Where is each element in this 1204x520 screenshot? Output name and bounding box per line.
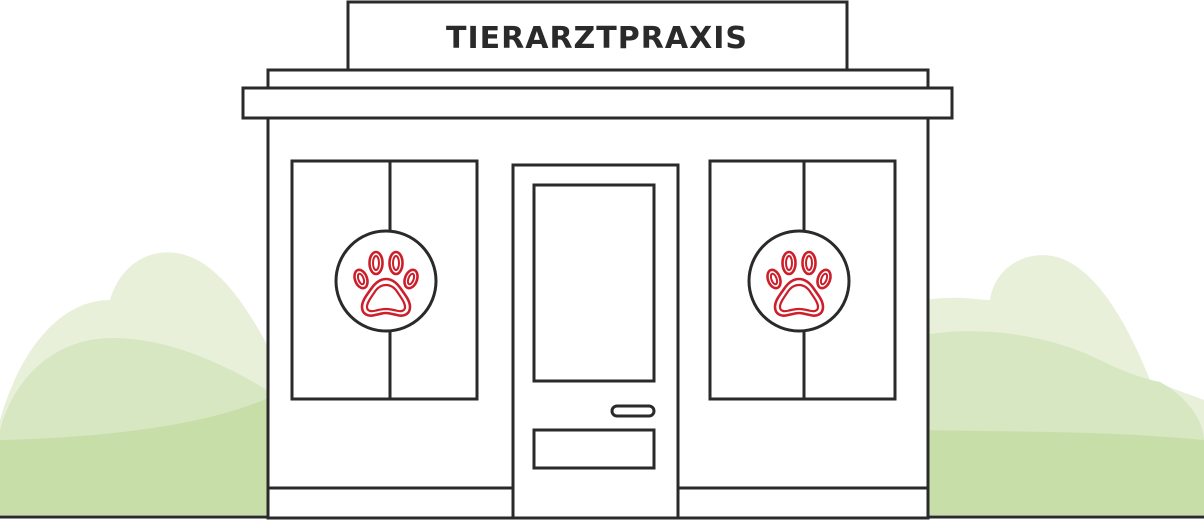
roof-upper-ledge	[266, 68, 930, 90]
right-bush-front	[925, 430, 1204, 515]
right-window-emblem-circle	[747, 229, 851, 333]
sign-text: TIERARZTPRAXIS	[446, 21, 748, 56]
door-lower-panel	[532, 428, 656, 470]
right-bushes	[925, 255, 1204, 516]
left-window	[290, 159, 479, 401]
sign-panel	[346, 0, 849, 72]
door-handle	[610, 404, 656, 418]
door-glass-panel	[532, 183, 656, 383]
right-window	[708, 159, 897, 401]
front-door	[511, 163, 680, 520]
left-window-emblem-circle	[334, 229, 438, 333]
left-bushes	[0, 252, 275, 515]
roof-lower-ledge	[241, 86, 954, 120]
left-bush-front	[0, 395, 275, 515]
sign-board: TIERARZTPRAXIS	[346, 0, 849, 72]
